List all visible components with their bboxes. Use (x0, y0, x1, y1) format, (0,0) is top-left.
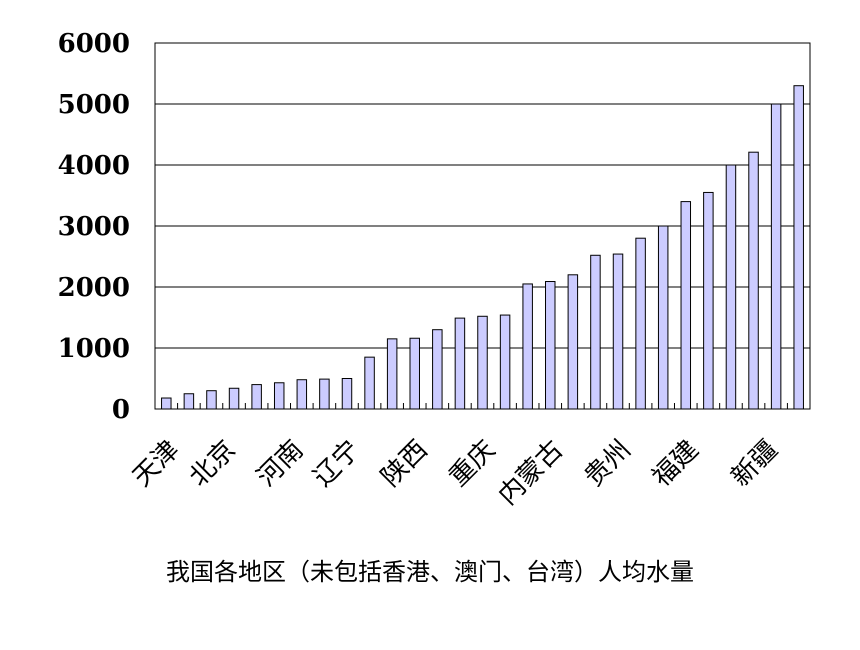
bar (590, 254, 601, 410)
bar (273, 382, 285, 410)
x-tick-label: 重庆 (443, 435, 501, 493)
y-tick-label: 6000 (58, 29, 130, 59)
bar (793, 85, 804, 410)
bar (296, 379, 308, 410)
bar (545, 281, 556, 410)
bar (725, 164, 737, 410)
bar (161, 397, 172, 410)
y-tick-label: 0 (112, 395, 130, 425)
bar (522, 283, 533, 410)
bar (341, 378, 353, 410)
x-tick-label: 北京 (184, 435, 242, 493)
x-tick-label: 福建 (647, 435, 705, 493)
bar (206, 390, 217, 410)
bar (386, 338, 398, 410)
x-tick-label: 贵州 (579, 435, 637, 493)
y-tick-label: 4000 (58, 151, 130, 181)
x-tick-label: 辽宁 (308, 435, 366, 493)
bar (703, 191, 714, 410)
y-tick-label: 1000 (58, 334, 130, 364)
bar (454, 317, 466, 410)
x-tick-label: 陕西 (376, 435, 434, 493)
bar (770, 103, 782, 410)
y-tick-label: 3000 (58, 212, 130, 242)
bar (680, 201, 692, 410)
bar (319, 378, 330, 410)
bar (228, 387, 240, 410)
bar (251, 384, 262, 410)
y-tick-label: 2000 (58, 273, 130, 303)
y-tick-label: 5000 (58, 90, 130, 120)
bar (477, 315, 488, 410)
bar (748, 151, 759, 410)
bar (499, 314, 511, 410)
bar (432, 329, 443, 410)
x-tick-label: 天津 (127, 435, 185, 493)
x-tick-label: 新疆 (726, 435, 784, 493)
bar (635, 237, 646, 410)
bar (364, 356, 375, 410)
bar (183, 393, 195, 410)
x-tick-label: 内蒙古 (493, 435, 569, 511)
bar (612, 253, 624, 410)
bar (409, 337, 420, 410)
bar (657, 225, 669, 410)
x-tick-label: 河南 (251, 435, 309, 493)
bar (567, 274, 579, 410)
chart-title: 我国各地区（未包括香港、澳门、台湾）人均水量 (166, 558, 694, 586)
